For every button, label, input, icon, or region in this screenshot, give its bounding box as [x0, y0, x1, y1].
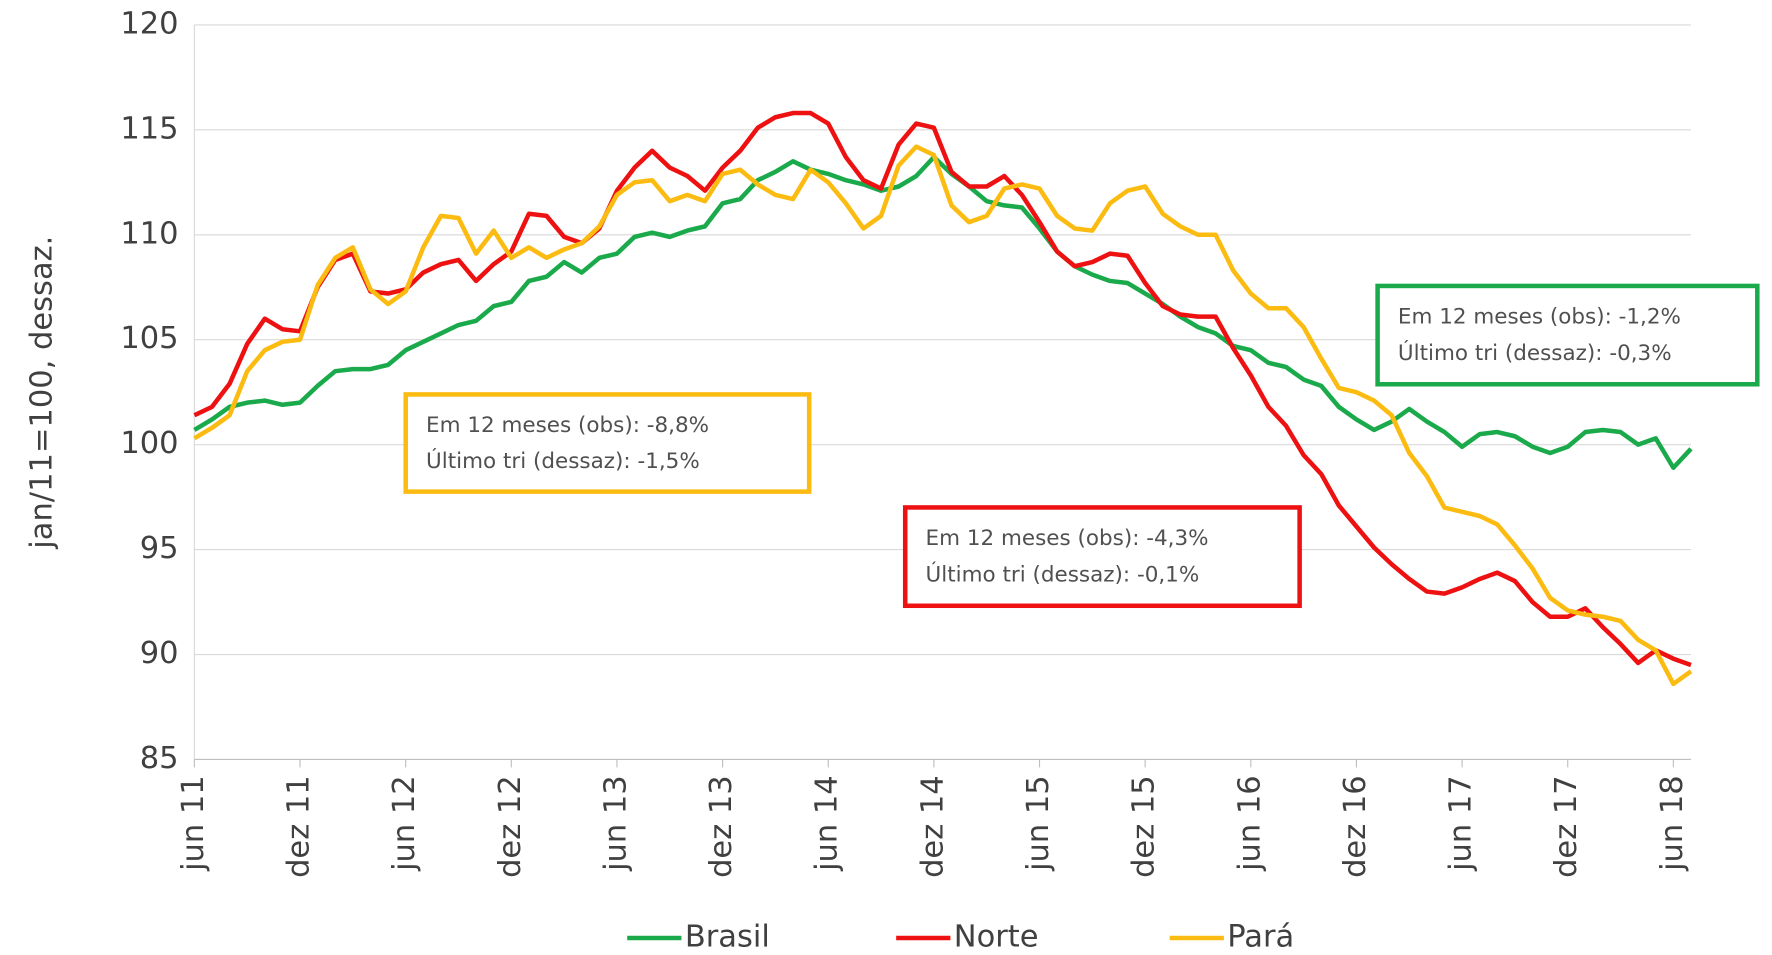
x-tick-label: jun 15: [1021, 775, 1056, 872]
x-tick-label: dez 15: [1127, 775, 1162, 878]
annotation-text: Em 12 meses (obs): -8,8%: [426, 413, 709, 438]
annotation-text: Em 12 meses (obs): -4,3%: [926, 526, 1209, 551]
y-tick-label: 85: [140, 741, 179, 776]
y-tick-label: 110: [120, 216, 178, 251]
y-tick-label: 120: [120, 6, 178, 41]
x-tick-label: jun 12: [387, 775, 422, 872]
annotation-box: [403, 392, 812, 494]
y-axis-label: jan/11=100, dessaz.: [24, 236, 59, 550]
x-tick-label: jun 17: [1444, 775, 1479, 872]
annotation-text: Último tri (dessaz): -0,3%: [1398, 340, 1672, 366]
series-line: [193, 144, 1693, 687]
x-tick-label: jun 18: [1655, 775, 1690, 872]
x-tick-label: dez 16: [1338, 775, 1373, 878]
legend-label: Norte: [954, 920, 1039, 955]
x-tick-label: jun 13: [598, 775, 633, 872]
x-tick-label: dez 12: [493, 775, 528, 878]
y-tick-label: 115: [120, 111, 178, 146]
y-tick-label: 100: [120, 426, 178, 461]
y-tick-label: 90: [140, 636, 179, 671]
annotation-text: Último tri (dessaz): -0,1%: [926, 561, 1200, 587]
legend-label: Brasil: [685, 920, 770, 955]
annotation-box: [1375, 283, 1760, 387]
x-tick-label: jun 16: [1232, 775, 1267, 872]
x-tick-label: jun 11: [176, 775, 211, 872]
series-line: [193, 110, 1692, 668]
y-tick-label: 95: [140, 531, 179, 566]
annotation-box: [902, 505, 1302, 609]
y-tick-label: 105: [120, 321, 178, 356]
annotation-text: Em 12 meses (obs): -1,2%: [1398, 305, 1681, 330]
series-line: [193, 154, 1693, 470]
x-tick-label: jun 14: [810, 775, 845, 872]
legend-label: Pará: [1227, 920, 1294, 955]
annotation-text: Último tri (dessaz): -1,5%: [426, 448, 700, 474]
x-tick-label: dez 14: [915, 775, 950, 878]
x-tick-label: dez 11: [282, 775, 317, 878]
x-tick-label: dez 17: [1549, 775, 1584, 878]
x-tick-label: dez 13: [704, 775, 739, 878]
